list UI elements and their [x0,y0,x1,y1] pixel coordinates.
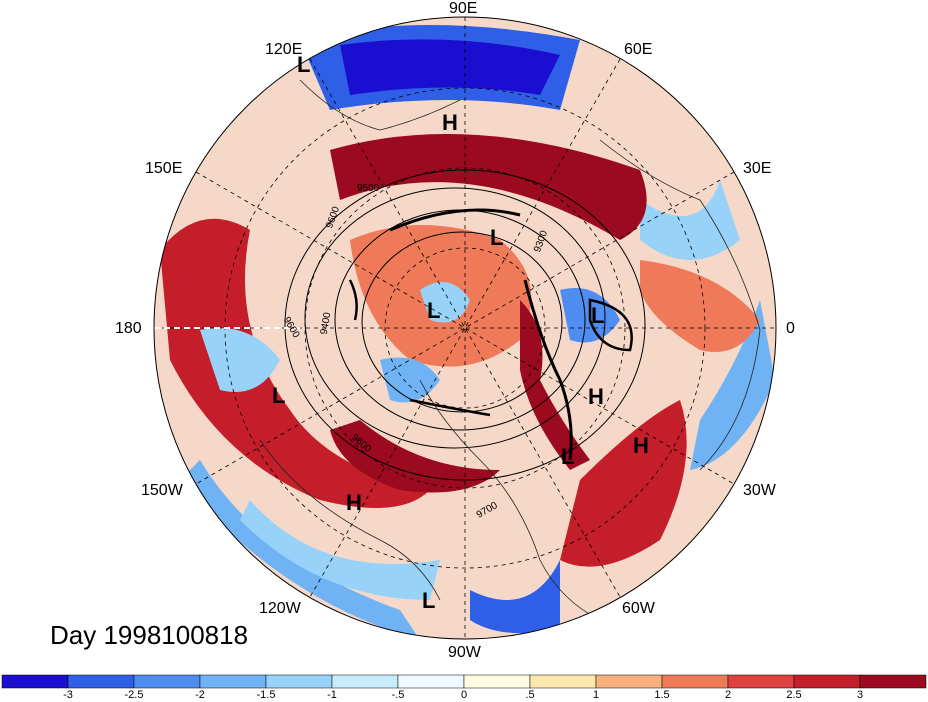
lon-label-60w: 60W [622,600,655,617]
colorbar-tick-label: .5 [525,689,535,701]
contour-label: 9500 [357,183,380,194]
colorbar-tick-label: 0 [460,689,468,701]
colorbar-swatch [199,674,267,689]
colorbar-tick-label: 1.5 [654,689,670,701]
colorbar-tick-label: -2.5 [124,689,144,701]
pressure-center-label: H [588,384,604,409]
coastlines [259,79,761,621]
lon-label-120w: 120W [259,600,301,617]
colorbar-swatch [793,674,861,689]
lon-label-90w: 90W [448,644,481,661]
lon-label-180: 180 [115,320,142,337]
lon-label-0: 0 [786,320,795,337]
lon-label-60e: 60E [624,41,653,58]
colorbar-swatch [859,674,927,689]
colorbar-tick-label: -1.5 [256,689,276,701]
lon-label-150e: 150E [145,160,183,177]
colorbar-swatch [727,674,795,689]
pressure-center-label: L [272,383,286,408]
pressure-center-label: L [490,225,504,250]
anomaly-field [154,17,776,639]
lon-label-90e: 90E [449,0,478,17]
colorbar-swatch [331,674,399,689]
pressure-center-label: L [422,588,436,613]
colorbar-tick-label: 3 [856,689,864,701]
colorbar-swatch [463,674,531,689]
colorbar-swatch [595,674,663,689]
colorbar-tick-label: -2 [195,689,205,701]
colorbar-swatch [1,674,69,689]
colorbar-tick-label: -.5 [391,689,405,701]
colorbar-tick-label: 2.5 [786,689,802,701]
day-title: Day 1998100818 [50,620,249,650]
colorbar-swatch [529,674,597,689]
lon-label-120e: 120E [265,41,303,58]
colorbar-swatch [397,674,465,689]
lon-label-150w: 150W [141,482,183,499]
colorbar-swatch [661,674,729,689]
colorbar-swatch [67,674,135,689]
pressure-center-label: H [346,490,362,515]
globe-outline [153,16,777,640]
colorbar [1,674,927,689]
pressure-center-label: H [633,433,649,458]
pressure-center-label: L [297,52,311,77]
colorbar-tick-label: 1 [592,689,600,701]
lon-label-30e: 30E [743,160,772,177]
pressure-center-label: H [442,110,458,135]
colorbar-tick-label: -1 [327,689,337,701]
colorbar-tick-label: -3 [63,689,73,701]
pressure-center-label: L [427,298,441,323]
lon-label-30w: 30W [743,482,776,499]
colorbar-swatch [265,674,333,689]
pressure-center-label: L [561,444,575,469]
pressure-center-label: L [591,303,605,328]
colorbar-tick-label: 2 [724,689,732,701]
colorbar-swatch [133,674,201,689]
